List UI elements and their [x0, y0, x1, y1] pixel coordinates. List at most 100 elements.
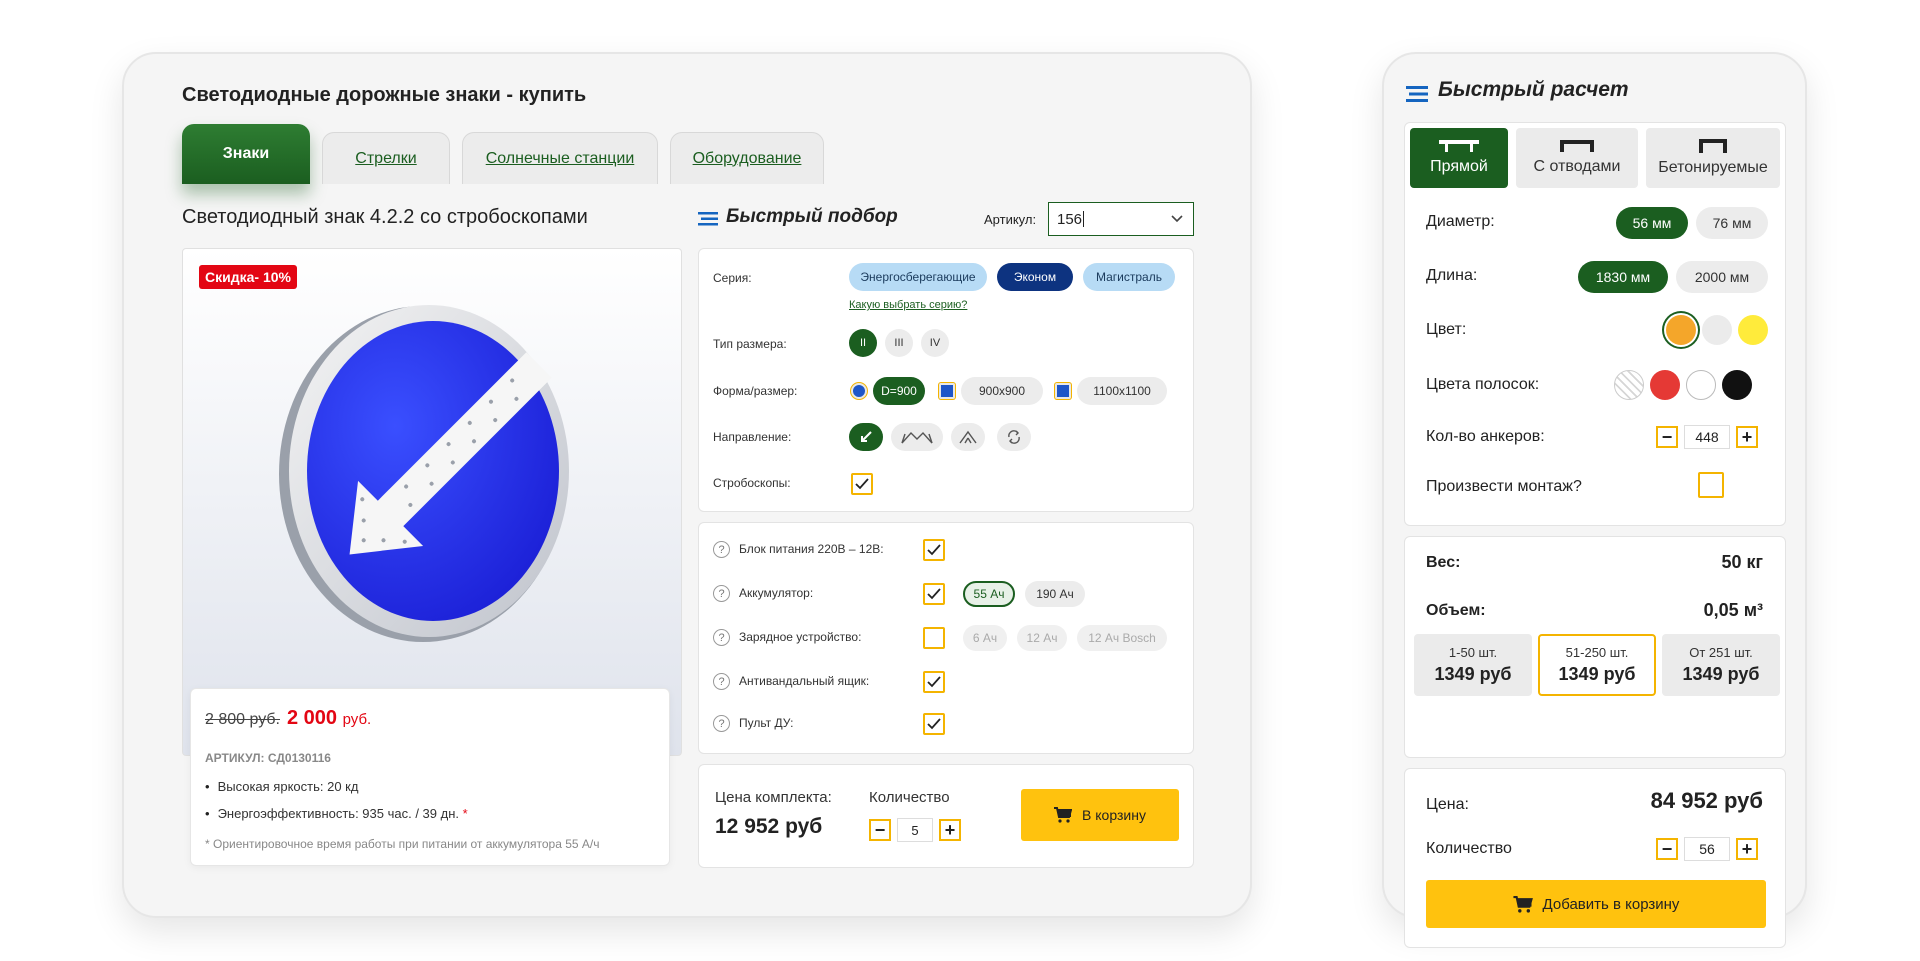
volume-label: Объем:	[1426, 602, 1486, 619]
square-sign-icon-large	[1055, 383, 1071, 399]
color-swatch-gray[interactable]	[1702, 315, 1732, 345]
direction-up-button[interactable]	[951, 423, 985, 451]
quick-select-title: Быстрый подбор	[726, 206, 898, 227]
calc-qty-minus-button[interactable]: −	[1656, 838, 1678, 860]
old-price: 2 800 руб.	[205, 711, 280, 728]
direction-both-sides-button[interactable]	[891, 423, 943, 451]
concrete-pipe-icon	[1699, 139, 1727, 153]
charger-chip-6[interactable]: 6 Ач	[963, 625, 1007, 651]
series-chip-energy[interactable]: Энергосберегающие	[849, 263, 987, 291]
stripe-swatch-none[interactable]	[1614, 370, 1644, 400]
charger-chip-12[interactable]: 12 Ач	[1017, 625, 1067, 651]
size-type-iii[interactable]: III	[885, 329, 913, 357]
help-icon[interactable]: ?	[713, 715, 730, 732]
mode-bent-label: С отводами	[1533, 158, 1621, 175]
anchors-minus-button[interactable]: −	[1656, 426, 1678, 448]
battery-chip-190[interactable]: 190 Ач	[1025, 581, 1085, 607]
option-power-checkbox[interactable]	[923, 539, 945, 561]
mode-straight-label: Прямой	[1430, 158, 1488, 175]
direction-rotate-button[interactable]	[997, 423, 1031, 451]
shape-label: Форма/размер:	[713, 384, 798, 398]
tier-range: 51-250 шт.	[1565, 645, 1629, 660]
kit-qty-minus-button[interactable]: −	[869, 819, 891, 841]
cart-icon	[1054, 807, 1073, 823]
tab-signs[interactable]: Знаки	[182, 124, 310, 184]
footnote: * Ориентировочное время работы при питан…	[205, 837, 600, 851]
charger-chip-12-bosch[interactable]: 12 Ач Bosch	[1077, 625, 1167, 651]
size-type-iv[interactable]: IV	[921, 329, 949, 357]
color-swatch-yellow[interactable]	[1738, 315, 1768, 345]
direction-label: Направление:	[713, 430, 792, 444]
kit-add-to-cart-button[interactable]: В корзину	[1021, 789, 1179, 841]
kit-qty-label: Количество	[869, 789, 950, 806]
option-remote-checkbox[interactable]	[923, 713, 945, 735]
option-charger-checkbox[interactable]	[923, 627, 945, 649]
length-chip-2000[interactable]: 2000 мм	[1676, 261, 1768, 293]
option-box-checkbox[interactable]	[923, 671, 945, 693]
discount-badge: Скидка- 10%	[199, 265, 297, 289]
install-checkbox[interactable]	[1698, 472, 1724, 498]
shape-chip-900[interactable]: 900х900	[961, 377, 1043, 405]
tab-equipment[interactable]: Оборудование	[670, 132, 824, 184]
tier-price: 1349 руб	[1682, 664, 1760, 684]
calc-qty-plus-button[interactable]: +	[1736, 838, 1758, 860]
shape-chip-1100[interactable]: 1100х1100	[1077, 377, 1167, 405]
rotate-arrows-icon	[1008, 430, 1020, 444]
strobes-checkbox[interactable]	[851, 473, 873, 495]
calc-add-to-cart-label: Добавить в корзину	[1542, 895, 1680, 913]
option-power-label: Блок питания 220В – 12В:	[739, 542, 884, 556]
install-label: Произвести монтаж?	[1426, 478, 1582, 495]
price-tier-1-50[interactable]: 1-50 шт. 1349 руб	[1414, 634, 1532, 696]
kit-price-value: 12 952 руб	[715, 815, 823, 838]
new-price: 2 000 руб.	[287, 707, 371, 730]
help-icon[interactable]: ?	[713, 541, 730, 558]
anchors-input[interactable]: 448	[1684, 425, 1730, 449]
diameter-chip-76[interactable]: 76 мм	[1696, 207, 1768, 239]
option-battery-checkbox[interactable]	[923, 583, 945, 605]
size-type-ii[interactable]: II	[849, 329, 877, 357]
shape-chip-d900[interactable]: D=900	[873, 377, 925, 405]
feature-asterisk: *	[462, 806, 468, 821]
feature-efficiency-text: Энергоэффективность: 935 час. / 39 дн.	[217, 806, 460, 821]
price-tier-51-250[interactable]: 51-250 шт. 1349 руб	[1538, 634, 1656, 696]
series-chip-economy[interactable]: Эконом	[997, 263, 1073, 291]
kit-qty-input[interactable]: 5	[897, 818, 933, 842]
tier-range: 1-50 шт.	[1448, 645, 1498, 660]
stripe-swatch-red[interactable]	[1650, 370, 1680, 400]
tab-solar-stations[interactable]: Солнечные станции	[462, 132, 658, 184]
article-input[interactable]: 156	[1048, 202, 1194, 236]
new-price-unit: руб.	[342, 711, 372, 728]
mode-bent-button[interactable]: С отводами	[1516, 128, 1638, 188]
bent-pipe-icon	[1560, 140, 1594, 152]
anchors-plus-button[interactable]: +	[1736, 426, 1758, 448]
help-icon[interactable]: ?	[713, 585, 730, 602]
help-icon[interactable]: ?	[713, 673, 730, 690]
menu-lines-icon	[1406, 86, 1428, 102]
checkmark-icon	[927, 588, 941, 600]
series-help-link[interactable]: Какую выбрать серию?	[849, 299, 968, 311]
price-tier-251-plus[interactable]: От 251 шт. 1349 руб	[1662, 634, 1780, 696]
help-icon[interactable]: ?	[713, 629, 730, 646]
direction-down-left-button[interactable]	[849, 423, 883, 451]
color-swatch-orange[interactable]	[1666, 315, 1696, 345]
option-box-label: Антивандальный ящик:	[739, 674, 870, 688]
mode-concrete-button[interactable]: Бетонируемые	[1646, 128, 1780, 188]
series-chip-highway[interactable]: Магистраль	[1083, 263, 1175, 291]
stripe-swatch-white[interactable]	[1686, 370, 1716, 400]
diameter-chip-56[interactable]: 56 мм	[1616, 207, 1688, 239]
square-sign-icon	[939, 383, 955, 399]
volume-value: 0,05 м³	[1703, 600, 1763, 620]
kit-qty-plus-button[interactable]: +	[939, 819, 961, 841]
page-heading: Светодиодные дорожные знаки - купить	[182, 84, 587, 106]
tab-arrows[interactable]: Стрелки	[322, 132, 450, 184]
weight-value: 50 кг	[1721, 552, 1763, 572]
chevron-down-icon	[1171, 215, 1183, 223]
feature-brightness: Высокая яркость: 20 кд	[205, 779, 359, 794]
length-chip-1830[interactable]: 1830 мм	[1578, 261, 1668, 293]
anchors-label: Кол-во анкеров:	[1426, 428, 1545, 445]
stripe-swatch-black[interactable]	[1722, 370, 1752, 400]
mode-straight-button[interactable]: Прямой	[1410, 128, 1508, 188]
calc-add-to-cart-button[interactable]: Добавить в корзину	[1426, 880, 1766, 928]
calc-qty-input[interactable]: 56	[1684, 837, 1730, 861]
battery-chip-55[interactable]: 55 Ач	[963, 581, 1015, 607]
